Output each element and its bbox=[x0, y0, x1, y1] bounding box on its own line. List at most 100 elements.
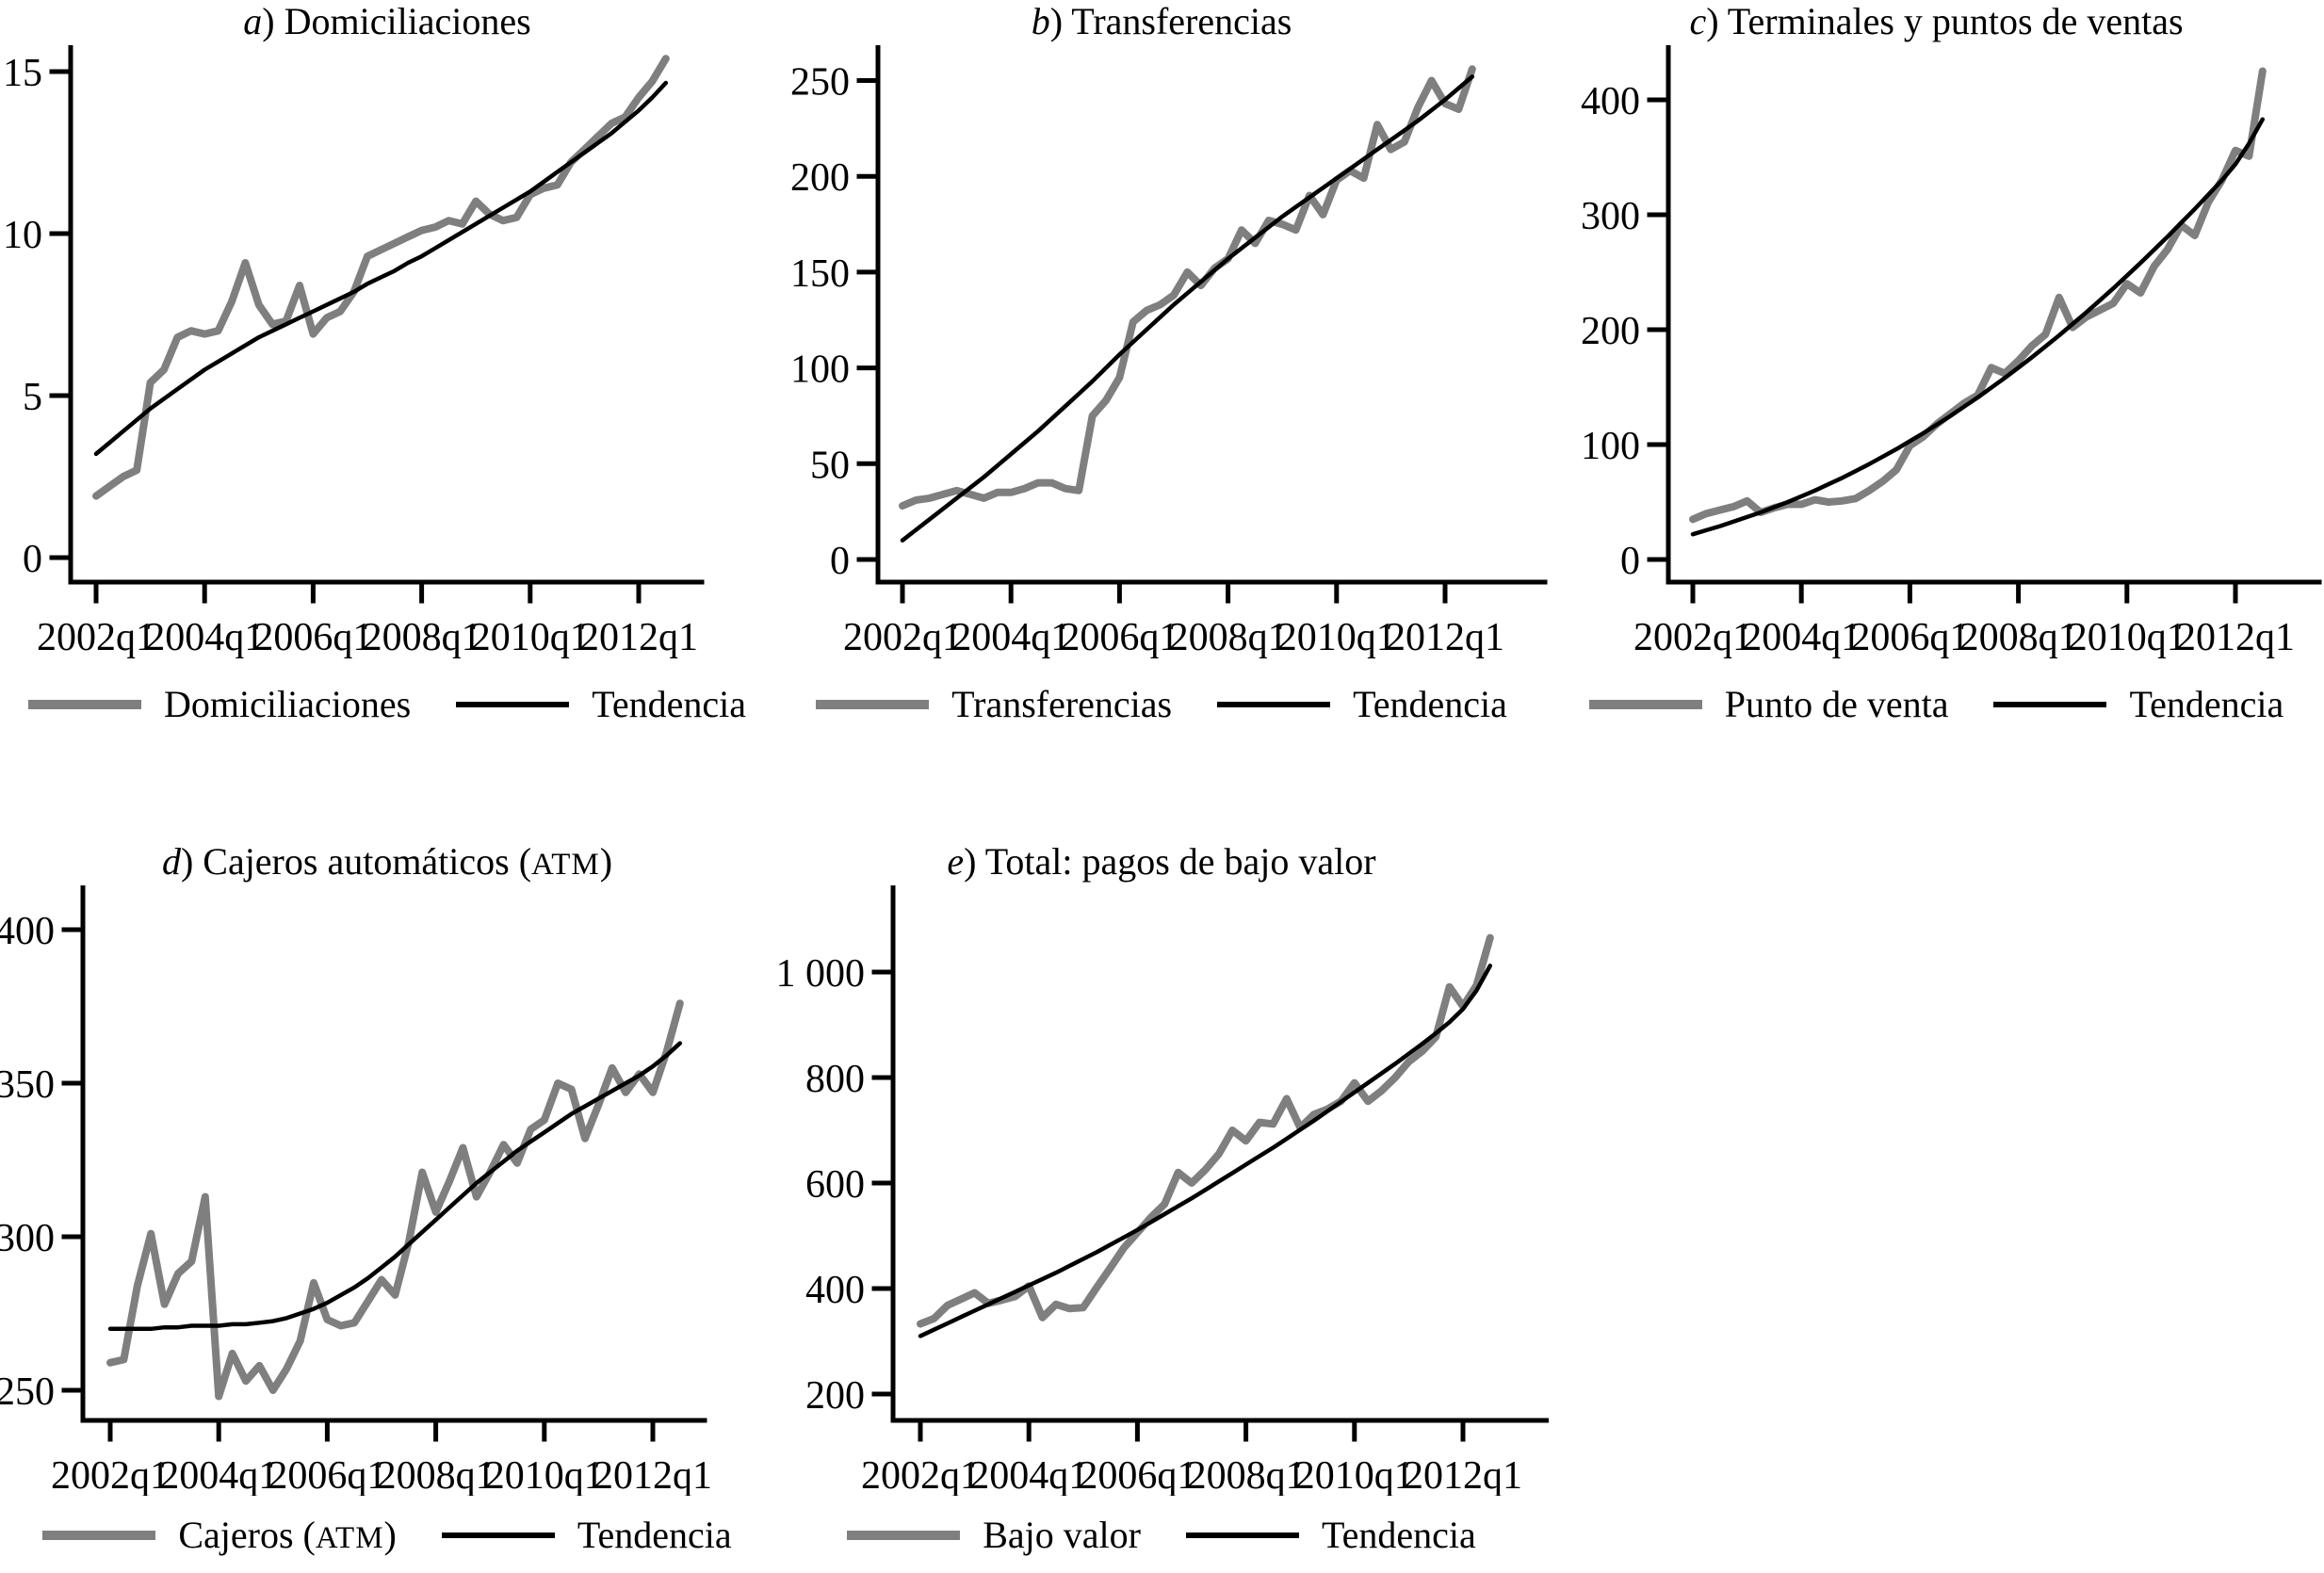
x-tick-label: 2012q1 bbox=[2176, 616, 2295, 659]
series-line bbox=[106, 999, 684, 1401]
chart-a-plot-area: 0 5 10 15 2002q12004q12006q12008q12010q12012… bbox=[3, 45, 705, 659]
chart-d-trend-label: Tendencia bbox=[577, 1514, 732, 1556]
chart-a-domiciliaciones: a) Domiciliaciones 0 5 10 15 2002q1 2004q1 200… bbox=[0, 0, 774, 754]
chart-c-plot-area: 01002003004002002q12004q12006q12008q1201… bbox=[1581, 45, 2321, 659]
x-tick-label: 2010q1 bbox=[1277, 616, 1396, 659]
y-tick-label: 200 bbox=[805, 1374, 865, 1418]
trend-line bbox=[107, 1041, 683, 1332]
series-line bbox=[1688, 67, 2267, 524]
chart-b-series-label-text: Transferencias bbox=[951, 683, 1173, 725]
chart-d-series-swatch bbox=[42, 1530, 156, 1540]
chart-e-series-swatch bbox=[847, 1530, 961, 1540]
chart-b-title-main: ) Transferencias bbox=[1049, 0, 1292, 42]
chart-d-series-label-suf: ) bbox=[383, 1514, 397, 1556]
chart-a-series-label: Domiciliaciones bbox=[164, 682, 411, 726]
x-tick-label: 2004q1 bbox=[1742, 616, 1861, 659]
x-tick-label: 2008q1 bbox=[1169, 616, 1288, 659]
x-tick-label: 2012q1 bbox=[1404, 1454, 1522, 1496]
y-tick-label: 50 bbox=[810, 444, 850, 487]
trend-line bbox=[93, 80, 669, 457]
chart-e-title-main: ) Total: pagos de bajo valor bbox=[964, 840, 1376, 883]
chart-c-series-swatch bbox=[1588, 699, 1702, 709]
chart-b-title: b) Transferencias bbox=[1032, 0, 1292, 45]
chart-a-series-swatch bbox=[28, 699, 142, 709]
chart-b-plot-area: 0501001502002502002q12004q12006q12008q12… bbox=[790, 45, 1548, 659]
y-tick-label: 150 bbox=[790, 252, 850, 296]
chart-b-trend-swatch bbox=[1217, 701, 1331, 707]
trend-line bbox=[918, 964, 1493, 1338]
x-tick-label: 2006q1 bbox=[268, 1454, 386, 1496]
x-tick-label: 2010q1 bbox=[485, 1454, 604, 1496]
empty-cell bbox=[1549, 754, 2324, 1573]
x-tick-label: 2012q1 bbox=[1386, 616, 1504, 659]
chart-b-transferencias: b) Transferencias 0 50 100 150 200 250 2002q1 2… bbox=[774, 0, 1549, 754]
trend-line bbox=[900, 74, 1475, 543]
y-tick-label: 600 bbox=[805, 1163, 865, 1207]
y-tick-label: 250 bbox=[790, 61, 850, 105]
chart-d-title-suffix: ) bbox=[599, 840, 613, 883]
y-tick-label: 0 bbox=[1620, 540, 1640, 583]
chart-c-trend-swatch bbox=[1993, 701, 2107, 707]
chart-e-plot-area: 200 400 600 800 1 000 2002q12004q12006q12008q… bbox=[776, 885, 1549, 1496]
y-tick-label: 200 bbox=[790, 156, 850, 200]
chart-e-legend: Bajo valor Tendencia bbox=[847, 1513, 1476, 1557]
chart-c-series-label-text: Punto de venta bbox=[1724, 683, 1949, 725]
chart-d-title-main: ) Cajeros automáticos ( bbox=[180, 840, 532, 883]
chart-d-legend: Cajeros (ATM) Tendencia bbox=[42, 1513, 732, 1557]
chart-b-trend-label: Tendencia bbox=[1353, 683, 1507, 725]
trend-line bbox=[1690, 117, 2265, 537]
chart-d-series-label-text: Cajeros ( bbox=[178, 1514, 316, 1556]
x-tick-label: 2008q1 bbox=[363, 616, 481, 659]
chart-e-trend-swatch bbox=[1185, 1532, 1299, 1538]
x-tick-label: 2010q1 bbox=[1295, 1454, 1414, 1496]
y-tick-label: 0 bbox=[23, 538, 42, 581]
chart-a-trend-label: Tendencia bbox=[592, 683, 746, 725]
chart-a-legend: Domiciliaciones Tendencia bbox=[28, 682, 746, 726]
x-tick-label: 2002q1 bbox=[51, 1454, 170, 1496]
chart-d-title-smallcaps: ATM bbox=[531, 848, 600, 882]
y-tick-label: 800 bbox=[805, 1058, 865, 1101]
chart-a-title-letter: a bbox=[243, 0, 263, 42]
chart-c-title-letter: c bbox=[1689, 0, 1707, 42]
y-tick-label: 15 bbox=[3, 52, 42, 95]
y-tick-label: 400 bbox=[1581, 80, 1640, 123]
x-tick-label: 2002q1 bbox=[37, 616, 155, 659]
x-tick-label: 2008q1 bbox=[1187, 1454, 1306, 1496]
series-line bbox=[917, 933, 1494, 1328]
x-tick-label: 2006q1 bbox=[1078, 1454, 1196, 1496]
chart-a-title-main: ) Domiciliaciones bbox=[262, 0, 531, 42]
y-tick-label: 10 bbox=[3, 214, 42, 257]
y-tick-label: 350 bbox=[0, 1063, 55, 1107]
chart-d-series-label: Cajeros (ATM) bbox=[178, 1513, 397, 1557]
x-tick-label: 2010q1 bbox=[471, 616, 590, 659]
chart-e-series-label-text: Bajo valor bbox=[983, 1514, 1141, 1556]
chart-a-series-label-text: Domiciliaciones bbox=[164, 683, 412, 725]
chart-e-series-label: Bajo valor bbox=[983, 1513, 1141, 1557]
y-tick-label: 300 bbox=[1581, 195, 1640, 238]
chart-c-title-main: ) Terminales y puntos de ventas bbox=[1706, 0, 2184, 42]
x-tick-label: 2004q1 bbox=[969, 1454, 1088, 1496]
chart-e-title: e) Total: pagos de bajo valor bbox=[947, 840, 1375, 885]
x-tick-label: 2004q1 bbox=[145, 616, 264, 659]
chart-b-series-swatch bbox=[816, 699, 930, 709]
chart-c-trend-label: Tendencia bbox=[2129, 683, 2284, 725]
chart-d-title: d) Cajeros automáticos (ATM) bbox=[162, 840, 612, 885]
chart-e-trend-label: Tendencia bbox=[1321, 1514, 1476, 1556]
x-tick-label: 2010q1 bbox=[2067, 616, 2186, 659]
chart-b-title-letter: b bbox=[1031, 0, 1050, 42]
x-tick-label: 2008q1 bbox=[1958, 616, 2077, 659]
chart-a-title: a) Domiciliaciones bbox=[243, 0, 530, 45]
y-tick-label: 400 bbox=[805, 1269, 865, 1312]
chart-b-legend: Transferencias Tendencia bbox=[816, 682, 1507, 726]
series-line bbox=[899, 65, 1476, 510]
y-tick-label: 1 000 bbox=[776, 952, 866, 996]
y-tick-label: 5 bbox=[23, 376, 42, 419]
y-tick-label: 0 bbox=[830, 540, 850, 583]
y-tick-label: 100 bbox=[790, 349, 850, 392]
x-tick-label: 2006q1 bbox=[1060, 616, 1178, 659]
chart-e-title-letter: e bbox=[947, 840, 965, 883]
y-tick-label: 400 bbox=[0, 910, 55, 953]
y-tick-label: 250 bbox=[0, 1370, 55, 1414]
x-tick-label: 2006q1 bbox=[253, 616, 372, 659]
chart-d-plot-area: 250 300 350 400 2002q12004q12006q12008q12010… bbox=[0, 885, 712, 1496]
